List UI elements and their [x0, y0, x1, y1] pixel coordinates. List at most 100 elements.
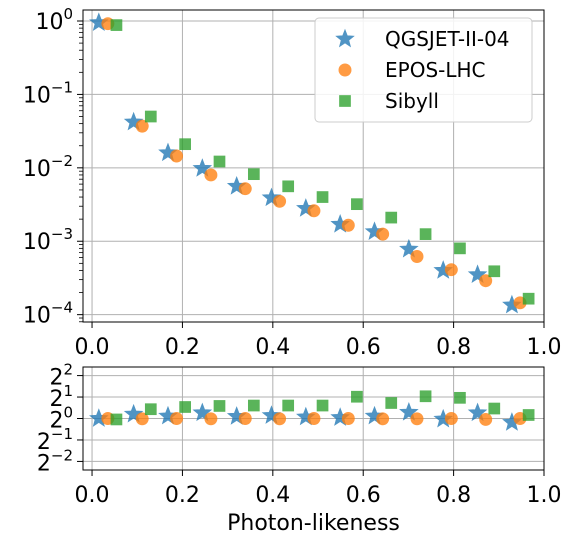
x-tick-label: 0.6: [346, 483, 381, 508]
data-point: [179, 138, 191, 151]
data-point: [376, 227, 390, 241]
y-tick-label: 20: [49, 403, 73, 434]
data-point: [123, 111, 144, 131]
data-point: [213, 155, 226, 168]
ratio-point: [192, 402, 213, 422]
data-point: [479, 274, 493, 288]
ratio-point: [488, 402, 501, 415]
ratio-point: [247, 399, 260, 412]
data-point: [192, 158, 213, 177]
data-point: [238, 182, 252, 196]
ratio-point: [204, 412, 218, 426]
data-point: [488, 265, 501, 278]
data-point: [444, 263, 458, 277]
main-panel: 0.0 0.2 0.4 0.6 0.8 1.0 100 10−1 10−2 10−3 10−4: [23, 5, 562, 360]
ratio-point: [444, 412, 458, 425]
ratio-point: [110, 413, 123, 426]
ratio-series-sibyll: [110, 390, 535, 426]
x-tick-label: 0.0: [75, 483, 110, 508]
ratio-point: [316, 399, 329, 412]
legend-marker-sibyll: [339, 95, 351, 107]
data-point: [247, 168, 260, 181]
ratio-point: [341, 412, 355, 425]
ratio-point: [479, 412, 493, 426]
legend-label: Sibyll: [385, 89, 439, 113]
legend-label: QGSJET-II-04: [385, 27, 510, 51]
data-point: [110, 19, 123, 31]
data-point: [170, 149, 184, 163]
y-tick-label: 2−1: [37, 424, 73, 455]
ratio-point: [123, 403, 144, 423]
legend: QGSJET-II-04 EPOS-LHC Sibyll: [314, 17, 533, 123]
x-tick-label: 0.8: [436, 483, 471, 508]
legend-marker: [338, 63, 352, 77]
x-tick-label: 0.4: [255, 335, 290, 360]
ratio-point: [170, 412, 184, 425]
ratio-point: [467, 402, 488, 422]
ratio-point: [144, 403, 157, 416]
x-tick-label: 0.2: [165, 483, 200, 508]
ratio-point: [376, 412, 390, 426]
y-tick-label: 21: [49, 382, 73, 413]
ratio-point: [238, 412, 252, 425]
data-point: [316, 191, 329, 203]
legend-marker-epos-lhc: [338, 63, 352, 77]
ratio-point: [282, 399, 295, 412]
y-tick-label: 10−1: [23, 78, 73, 109]
x-tick-label: 0.4: [255, 483, 290, 508]
data-point: [410, 250, 424, 263]
y-tick-label: 10−3: [23, 225, 73, 256]
data-point: [273, 194, 287, 208]
data-point: [307, 204, 321, 218]
y-tick-label: 100: [35, 5, 73, 36]
ratio-point: [213, 400, 226, 412]
ratio-point: [135, 412, 149, 426]
data-point: [454, 242, 466, 255]
data-point: [282, 180, 295, 193]
x-tick-label: 1.0: [527, 335, 562, 360]
legend-marker-qgsjet-ii-04: [335, 28, 355, 48]
x-axis-title: Photon-likeness: [227, 511, 400, 536]
ratio-point: [410, 412, 424, 426]
data-point: [341, 218, 355, 232]
plot-frame: [82, 9, 545, 323]
data-point: [385, 211, 398, 224]
series-epos-lhc: [101, 17, 527, 310]
legend-box: [314, 17, 533, 123]
ratio-point: [419, 390, 432, 403]
ratio-point: [385, 397, 398, 409]
data-point: [261, 187, 282, 207]
x-tick-label: 0.8: [436, 335, 471, 360]
data-point: [204, 168, 218, 182]
data-point: [399, 238, 419, 258]
ratio-point: [307, 412, 321, 425]
y-tick-label: 10−4: [23, 298, 73, 329]
data-point: [351, 198, 363, 211]
x-tick-label: 0.6: [346, 335, 381, 360]
legend-label: EPOS-LHC: [385, 58, 486, 82]
legend-marker: [339, 95, 351, 107]
series-qgsjet-ii-04: [89, 12, 522, 314]
x-tick-label: 0.2: [165, 335, 200, 360]
x-tick-label: 0.0: [75, 335, 110, 360]
data-point: [135, 119, 149, 133]
series-sibyll: [110, 19, 535, 305]
data-point: [522, 292, 535, 305]
ratio-point: [179, 401, 191, 413]
data-point: [419, 228, 432, 240]
legend-marker: [335, 28, 355, 48]
ratio-point: [399, 402, 419, 421]
x-tick-label: 1.0: [527, 483, 562, 508]
ratio-point: [273, 412, 287, 426]
data-point: [144, 110, 157, 123]
ratio-point: [454, 391, 466, 404]
ratio-series-epos-lhc: [101, 412, 527, 426]
y-tick-label: 22: [49, 360, 73, 391]
ratio-point: [351, 390, 363, 403]
y-tick-label: 2−2: [37, 446, 73, 477]
ratio-point: [522, 409, 535, 421]
data-point: [467, 264, 488, 284]
y-tick-label: 10−2: [23, 151, 73, 182]
